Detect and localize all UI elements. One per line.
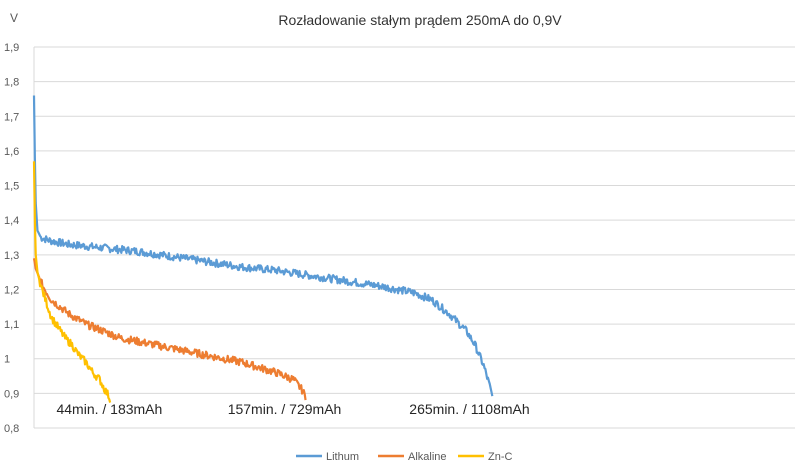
legend-label-alkaline: Alkaline: [408, 451, 447, 463]
chart-title: Rozładowanie stałym prądem 250mA do 0,9V: [278, 12, 562, 28]
annotation-label: 157min. / 729mAh: [228, 401, 342, 417]
grid-lines: [33, 46, 795, 429]
y-tick-label: 1,4: [4, 215, 19, 227]
y-tick-label: 1,6: [4, 146, 19, 158]
y-tick-label: 1,3: [4, 250, 19, 262]
y-tick-label: 1,9: [4, 42, 19, 54]
annotation-label: 265min. / 1108mAh: [409, 401, 529, 417]
legend-label-lithum: Lithum: [326, 451, 359, 463]
series-lines: [32, 95, 494, 403]
y-tick-label: 1,1: [4, 319, 19, 331]
y-axis-label: V: [10, 11, 18, 25]
series-line-zn-c: [32, 161, 112, 403]
series-line-alkaline: [32, 258, 307, 401]
y-tick-label: 1,5: [4, 181, 19, 193]
y-axis-ticks: 0,8 0,9 1 1,1 1,2 1,3 1,4 1,5 1,6 1,7 1,8 1,9: [4, 42, 19, 435]
annotations: 44min. / 183mAh 157min. / 729mAh 265min. /…: [56, 401, 529, 417]
y-tick-label: 1,7: [4, 111, 19, 123]
legend: Lithum Alkaline Zn-C: [296, 451, 513, 463]
y-tick-label: 1: [4, 354, 10, 366]
y-tick-label: 1,8: [4, 77, 19, 89]
y-tick-label: 0,8: [4, 423, 19, 435]
legend-label-zn-c: Zn-C: [488, 451, 513, 463]
annotation-label: 44min. / 183mAh: [56, 401, 162, 417]
y-tick-label: 1,2: [4, 284, 19, 296]
series-line-lithum: [32, 95, 494, 397]
y-tick-label: 0,9: [4, 388, 19, 400]
